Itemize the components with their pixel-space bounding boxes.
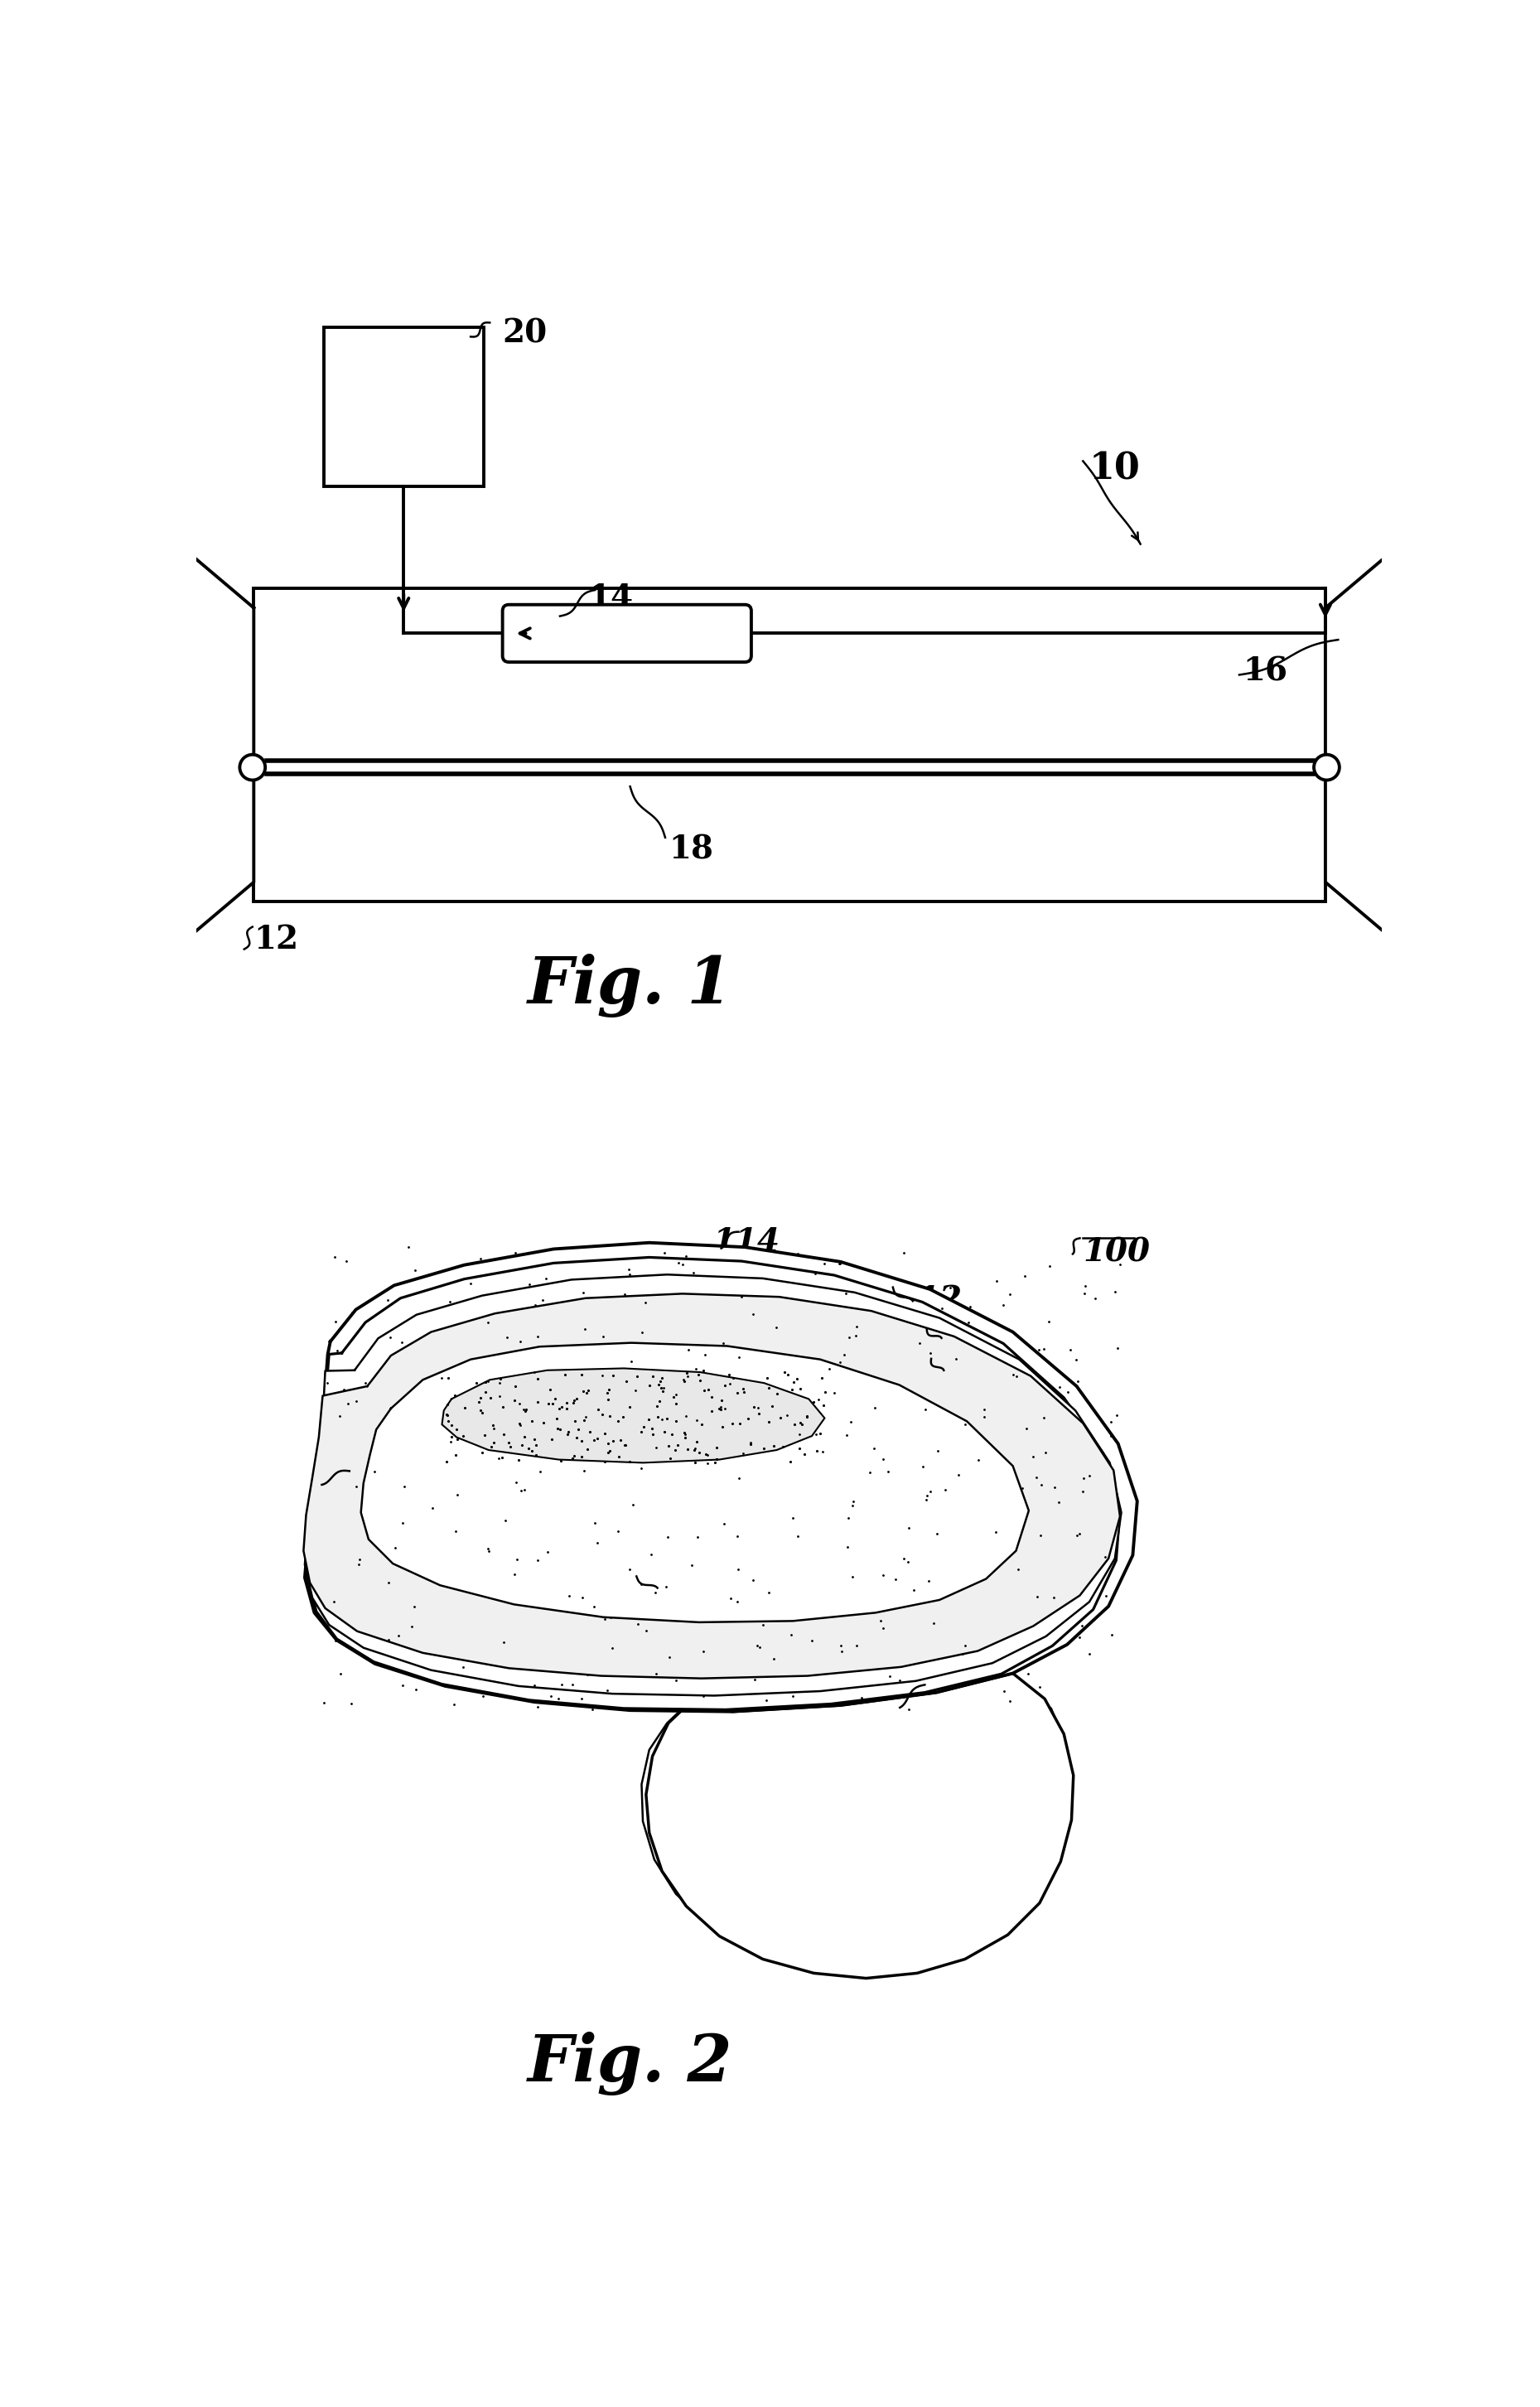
FancyBboxPatch shape <box>502 604 752 662</box>
Text: 100: 100 <box>1083 1237 1150 1268</box>
Text: 130: 130 <box>933 1355 999 1386</box>
Polygon shape <box>642 1682 1070 1967</box>
Polygon shape <box>305 1276 1121 1695</box>
Text: 18: 18 <box>668 835 713 867</box>
Text: 114: 114 <box>713 1228 781 1259</box>
Polygon shape <box>360 1343 1029 1622</box>
Bar <box>323 327 484 486</box>
Text: 20: 20 <box>502 318 547 349</box>
Text: 10: 10 <box>1089 453 1141 486</box>
Text: 110: 110 <box>929 1326 996 1358</box>
Polygon shape <box>305 1242 1137 1711</box>
Circle shape <box>1314 753 1340 780</box>
Polygon shape <box>1326 537 1408 953</box>
Text: Fig. 2: Fig. 2 <box>528 2032 733 2096</box>
Bar <box>254 590 1326 900</box>
Polygon shape <box>171 537 254 953</box>
Text: Fig. 1: Fig. 1 <box>528 953 733 1018</box>
Polygon shape <box>647 1673 1073 1979</box>
Polygon shape <box>303 1293 1120 1678</box>
Polygon shape <box>308 1256 1120 1709</box>
Text: 54: 54 <box>624 1572 668 1603</box>
Text: 12: 12 <box>254 924 299 956</box>
Text: 132: 132 <box>348 1454 416 1485</box>
Text: 14: 14 <box>588 582 633 614</box>
Text: 112: 112 <box>895 1283 962 1317</box>
Text: 16: 16 <box>1243 655 1287 688</box>
Text: 56: 56 <box>921 1680 966 1711</box>
Circle shape <box>240 753 265 780</box>
Polygon shape <box>442 1367 824 1463</box>
